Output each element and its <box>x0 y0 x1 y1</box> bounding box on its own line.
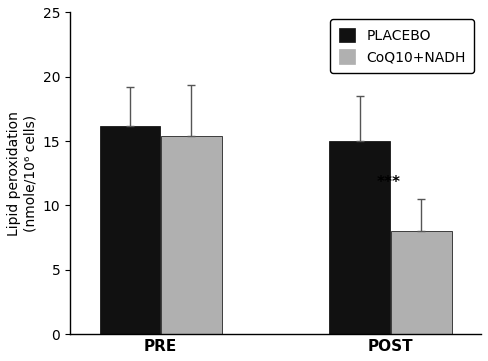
Legend: PLACEBO, CoQ10+NADH: PLACEBO, CoQ10+NADH <box>330 19 474 73</box>
Bar <box>329 141 390 334</box>
Bar <box>100 126 160 334</box>
Bar <box>391 231 451 334</box>
Text: ***: *** <box>376 175 400 190</box>
Bar <box>162 136 222 334</box>
Y-axis label: Lipid peroxidation
(nmole/10⁶ cells): Lipid peroxidation (nmole/10⁶ cells) <box>7 111 37 236</box>
